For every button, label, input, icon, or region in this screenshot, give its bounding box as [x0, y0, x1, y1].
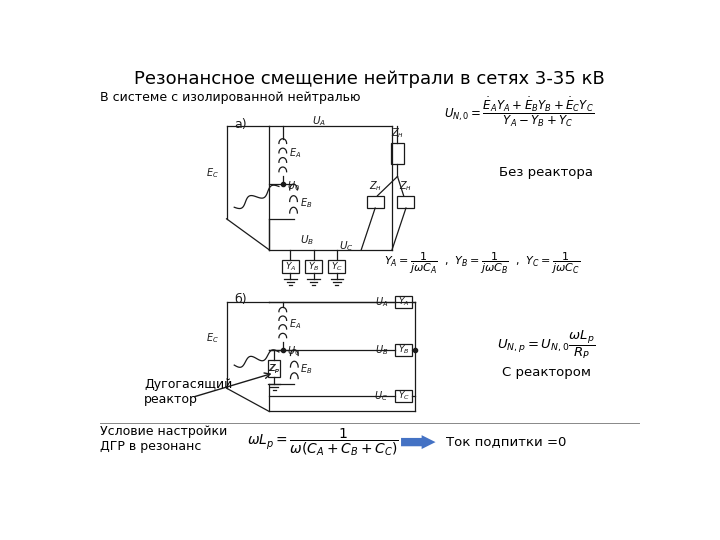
Text: $Z_p$: $Z_p$	[269, 362, 280, 375]
Text: $Z_н$: $Z_н$	[400, 180, 413, 193]
Text: $Y_A$: $Y_A$	[284, 260, 296, 273]
Text: $U_0$: $U_0$	[287, 179, 300, 193]
Bar	[395, 343, 412, 356]
Text: $Y_B$: $Y_B$	[308, 260, 319, 273]
Text: Условие настройки
ДГР в резонанс: Условие настройки ДГР в резонанс	[99, 425, 227, 453]
Text: $Z_p$: $Z_p$	[269, 362, 280, 375]
Text: $Y_A$: $Y_A$	[398, 296, 410, 308]
Text: Дугогасящий
реактор: Дугогасящий реактор	[144, 378, 233, 406]
Text: $U_{N,p} = U_{N,0}\dfrac{\omega L_p}{R_P}$: $U_{N,p} = U_{N,0}\dfrac{\omega L_p}{R_P…	[497, 328, 595, 361]
Bar	[395, 296, 412, 308]
Text: $U_B$: $U_B$	[300, 233, 315, 247]
Text: $E_B$: $E_B$	[300, 197, 312, 210]
Text: а): а)	[234, 118, 247, 131]
Bar	[366, 195, 384, 208]
Text: В системе с изолированной нейтралью: В системе с изолированной нейтралью	[99, 91, 360, 104]
Text: Без реактора: Без реактора	[499, 166, 593, 179]
Text: $Z_н$: $Z_н$	[369, 180, 382, 193]
Text: $U_B$: $U_B$	[375, 343, 388, 356]
Text: $Z_н$: $Z_н$	[391, 126, 404, 140]
Text: $U_{N,0} = \dfrac{\dot{E}_A Y_A + \dot{E}_B Y_B + \dot{E}_C Y_C}{Y_A - Y_B + Y_C: $U_{N,0} = \dfrac{\dot{E}_A Y_A + \dot{E…	[444, 96, 594, 129]
Text: $\omega L_p = \dfrac{1}{\omega(C_A + C_B + C_C)}$: $\omega L_p = \dfrac{1}{\omega(C_A + C_B…	[247, 426, 399, 458]
Text: $E_C$: $E_C$	[206, 331, 219, 345]
Text: С реактором: С реактором	[502, 366, 590, 379]
Bar	[305, 260, 322, 273]
Text: $E_B$: $E_B$	[300, 362, 313, 376]
Text: $U_0$: $U_0$	[287, 345, 300, 358]
Text: Резонансное смещение нейтрали в сетях 3-35 кВ: Резонансное смещение нейтрали в сетях 3-…	[134, 70, 604, 87]
Text: $Y_A = \dfrac{1}{j\omega C_A}$  ,  $Y_B = \dfrac{1}{j\omega C_B}$  ,  $Y_C = \df: $Y_A = \dfrac{1}{j\omega C_A}$ , $Y_B = …	[384, 251, 580, 276]
Text: $E_A$: $E_A$	[289, 146, 301, 160]
Text: $U_C$: $U_C$	[374, 389, 388, 403]
Bar	[328, 260, 345, 273]
Bar	[268, 361, 281, 377]
Text: $Y_C$: $Y_C$	[330, 260, 343, 273]
Bar	[390, 143, 405, 164]
Text: $Y_B$: $Y_B$	[398, 343, 410, 356]
Text: $U_A$: $U_A$	[375, 295, 388, 309]
Text: Ток подпитки =0: Ток подпитки =0	[446, 436, 567, 449]
Text: $E_A$: $E_A$	[289, 318, 301, 331]
Text: $U_A$: $U_A$	[312, 114, 326, 128]
FancyArrowPatch shape	[401, 435, 436, 449]
Bar	[397, 195, 415, 208]
Text: $Y_C$: $Y_C$	[397, 390, 410, 402]
Bar	[395, 390, 412, 402]
Text: $U_C$: $U_C$	[338, 239, 354, 253]
Bar	[282, 260, 299, 273]
Text: $E_C$: $E_C$	[206, 166, 219, 179]
Text: б): б)	[234, 293, 247, 306]
